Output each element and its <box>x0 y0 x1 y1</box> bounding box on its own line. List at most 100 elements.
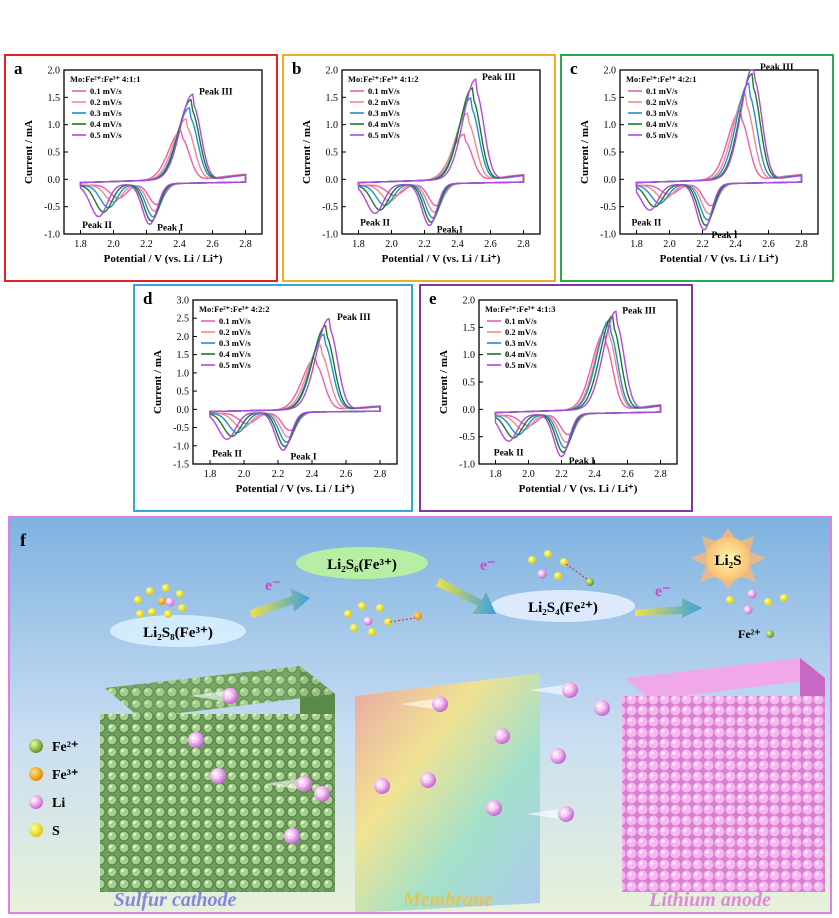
y-tick-label: 1.5 <box>177 350 190 361</box>
y-tick-label: -0.5 <box>322 202 338 213</box>
legend-entry: 0.1 mV/s <box>219 316 251 326</box>
legend-atom-icon <box>29 767 43 781</box>
li-ion: Li⁺ <box>374 778 390 794</box>
li-ion: Li⁺ <box>284 828 300 844</box>
x-tick-label: 2.6 <box>206 239 219 250</box>
component-membrane: Membrane <box>402 889 493 911</box>
x-tick-label: 2.4 <box>588 469 601 480</box>
legend-atom-icon <box>29 823 43 837</box>
peak-annotation: Peak II <box>212 449 242 459</box>
legend-entry: 0.5 mV/s <box>368 130 400 140</box>
x-tick-label: 2.0 <box>385 239 398 250</box>
x-tick-label: 2.2 <box>696 239 709 250</box>
component-sulfur-cathode: Sulfur cathode <box>114 889 237 911</box>
x-tick-label: 2.8 <box>374 469 387 480</box>
legend-entry: 0.4 mV/s <box>90 119 122 129</box>
peak-annotation: Peak III <box>622 307 656 317</box>
species-li2s4-label: Li₂S₄(Fe²⁺) <box>528 600 598 616</box>
x-tick-label: 2.4 <box>451 239 464 250</box>
schematic-panel-label: f <box>20 530 27 550</box>
panel-label-b: b <box>292 59 301 78</box>
chart-title: Mo:Fe²⁺:Fe³⁺ 4:1:1 <box>70 74 140 84</box>
x-tick-label: 1.8 <box>630 239 643 250</box>
y-tick-label: 0.0 <box>177 405 190 416</box>
fe2-released-atom <box>766 630 774 638</box>
legend-atom-icon <box>29 795 43 809</box>
x-axis-label: Potential / V (vs. Li / Li⁺) <box>382 253 501 265</box>
peak-annotation: Peak III <box>760 63 794 73</box>
svg-text:Li⁺: Li⁺ <box>498 734 507 741</box>
li-ion: Li⁺ <box>210 768 226 784</box>
species-li2s: Li₂S <box>690 528 766 590</box>
fe2-released-label: Fe²⁺ <box>738 627 761 641</box>
y-tick-label: 2.0 <box>177 332 190 343</box>
li-ion: Li⁺ <box>594 700 610 716</box>
legend-entry: 0.5 mV/s <box>90 130 122 140</box>
x-axis-label: Potential / V (vs. Li / Li⁺) <box>660 253 779 265</box>
li-ion: Li⁺ <box>526 806 574 822</box>
y-tick-label: 2.0 <box>463 296 476 307</box>
y-tick-label: 1.0 <box>604 120 617 131</box>
peak-annotation: Peak II <box>494 448 524 458</box>
cv-panel-e: e 1.8 2.0 2.2 2.4 2.6 2.8 -1.0 -0.5 0.0 0.5 1.0 1.5 2… <box>419 284 693 512</box>
y-tick-label: 1.0 <box>177 368 190 379</box>
y-axis-label: Current / mA <box>23 120 35 184</box>
x-tick-label: 2.0 <box>522 469 535 480</box>
svg-text:Li⁺: Li⁺ <box>300 782 309 789</box>
svg-text:Li⁺: Li⁺ <box>226 694 235 701</box>
cv-series-line <box>79 93 247 226</box>
x-tick-label: 2.8 <box>654 469 667 480</box>
y-tick-label: -0.5 <box>600 202 616 213</box>
peak-annotation: Peak II <box>360 218 390 228</box>
x-tick-label: 2.8 <box>239 239 252 250</box>
electron-label-3: e⁻ <box>655 583 671 600</box>
svg-text:Li⁺: Li⁺ <box>424 778 433 785</box>
x-tick-label: 2.2 <box>418 239 431 250</box>
legend-entry: 0.3 mV/s <box>505 338 537 348</box>
legend-entry: 0.4 mV/s <box>505 349 537 359</box>
x-tick-label: 2.2 <box>272 469 285 480</box>
legend-entry: 0.2 mV/s <box>90 97 122 107</box>
legend-entry: 0.1 mV/s <box>368 86 400 96</box>
y-tick-label: -1.5 <box>173 460 189 471</box>
legend-atom-label: S <box>52 824 60 839</box>
legend-entry: 0.3 mV/s <box>90 108 122 118</box>
peak-annotation: Peak I <box>157 224 183 234</box>
svg-text:Li⁺: Li⁺ <box>192 738 201 745</box>
lithium-anode-block <box>622 658 825 892</box>
x-tick-label: 2.0 <box>663 239 676 250</box>
legend-entry: 0.1 mV/s <box>505 316 537 326</box>
x-tick-label: 1.8 <box>204 469 217 480</box>
y-axis-label: Current / mA <box>438 350 450 414</box>
legend-entry: 0.3 mV/s <box>219 338 251 348</box>
legend-entry: 0.3 mV/s <box>646 108 678 118</box>
li-ion: Li⁺ <box>314 786 330 802</box>
panel-label-c: c <box>570 59 578 78</box>
electron-label-2: e⁻ <box>480 557 496 574</box>
y-tick-label: 1.5 <box>48 93 61 104</box>
svg-text:Li⁺: Li⁺ <box>562 812 571 819</box>
x-tick-label: 2.4 <box>173 239 186 250</box>
panel-label-d: d <box>143 289 153 308</box>
schematic-canvas: f Li₂S₈(Fe³⁺) Li₂S₆(Fe³⁺) Li₂S₄(Fe²⁺) <box>10 518 830 912</box>
legend-entry: 0.2 mV/s <box>368 97 400 107</box>
y-tick-label: 0.5 <box>326 148 339 159</box>
x-tick-label: 2.4 <box>306 469 319 480</box>
y-tick-label: -1.0 <box>322 230 338 241</box>
molecule-li2s8 <box>134 584 186 618</box>
x-tick-label: 1.8 <box>74 239 87 250</box>
li-ion-group: Li⁺ Li⁺ Li⁺ Li⁺ Li⁺ Li⁺ Li⁺ Li⁺ Li⁺ Li⁺ Li⁺ Li⁺ Li⁺ L… <box>188 682 610 844</box>
x-tick-label: 2.6 <box>621 469 634 480</box>
plot-frame <box>192 299 398 465</box>
cv-chart-a: a 1.8 2.0 2.2 2.4 2.6 2.8 -1.0 -0.5 0.0 0.5 1.0 1.5 2… <box>14 59 263 265</box>
x-tick-label: 1.8 <box>352 239 365 250</box>
y-tick-label: 1.5 <box>604 93 617 104</box>
panel-label-e: e <box>429 289 437 308</box>
cv-series-line <box>494 310 662 458</box>
li-ion: Li⁺ <box>400 696 448 712</box>
molecule-li2s6 <box>344 602 422 636</box>
cv-panel-a: a 1.8 2.0 2.2 2.4 2.6 2.8 -1.0 -0.5 0.0 0.5 1.0 1.5 2… <box>4 54 278 282</box>
y-tick-label: -1.0 <box>459 460 475 471</box>
y-tick-label: 0.5 <box>604 148 617 159</box>
svg-text:Li⁺: Li⁺ <box>566 688 575 695</box>
